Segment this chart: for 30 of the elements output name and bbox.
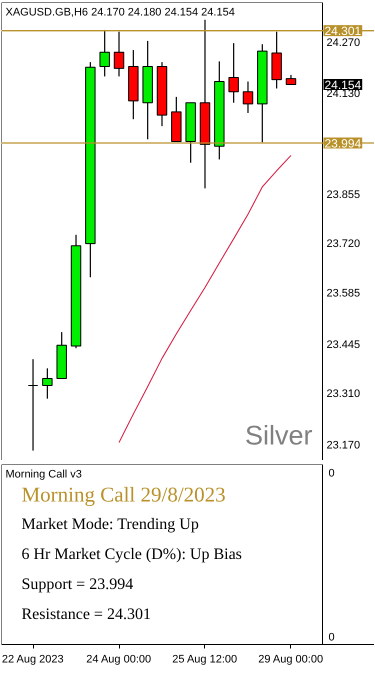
ref-line-label: 23.994	[324, 136, 362, 150]
chart-title: XAGUSD.GB,H6 24.170 24.180 24.154 24.154	[6, 6, 235, 18]
y-tick-label: 23.720	[326, 238, 360, 250]
text: Market Mode: Trending Up	[22, 516, 199, 533]
text: 0	[328, 632, 335, 644]
annotation: Silver	[244, 420, 313, 450]
y-tick-label: 23.445	[326, 338, 360, 351]
candlestick	[286, 74, 296, 86]
text: 0	[328, 468, 335, 480]
text: Morning Call v3	[6, 468, 82, 480]
y-tick-label: 23.310	[326, 388, 360, 400]
candlestick	[228, 42, 239, 104]
y-tick-label: 23.585	[326, 288, 360, 300]
ref-line-label: 24.301	[324, 24, 362, 38]
category-label: 22 Aug 2023	[2, 654, 64, 666]
text: Support = 23.994	[22, 576, 134, 593]
category-label: 24 Aug 00:00	[86, 654, 152, 666]
y-tick-label: 24.270	[326, 37, 360, 50]
category-label: 25 Aug 12:00	[172, 654, 238, 666]
candlestick	[28, 358, 38, 452]
text: 6 Hr Market Cycle (D%): Up Bias	[22, 546, 242, 563]
candlestick	[242, 80, 254, 114]
candlestick	[42, 368, 53, 400]
text: Morning Call 29/8/2023	[22, 482, 226, 506]
candlestick	[99, 29, 110, 77]
category-label: 29 Aug 00:00	[258, 654, 324, 666]
candlestick	[114, 31, 124, 77]
y-tick-label: 23.855	[326, 188, 360, 201]
y-tick-label: 23.170	[326, 439, 360, 452]
text: Resistance = 24.301	[22, 606, 151, 623]
